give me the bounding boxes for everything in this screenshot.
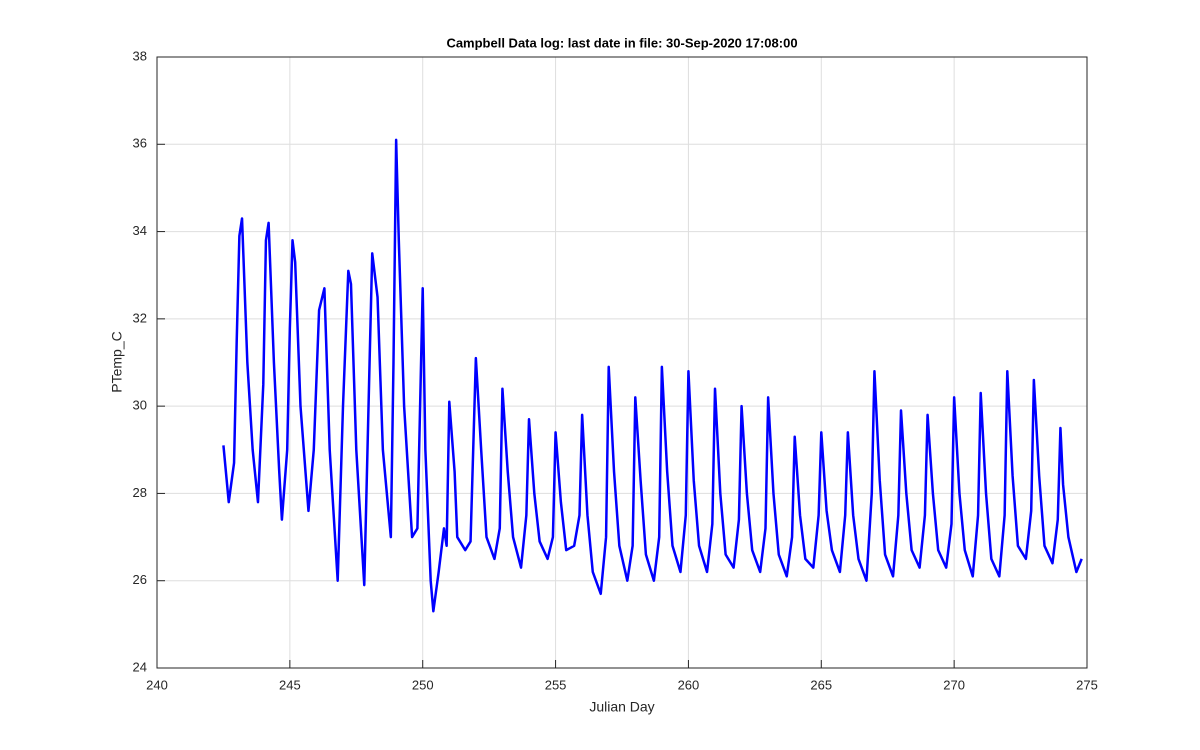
plot-frame xyxy=(156,56,1088,669)
y-tick-label: 26 xyxy=(133,572,147,587)
y-tick-label: 30 xyxy=(133,398,147,413)
y-tick-label: 36 xyxy=(133,136,147,151)
data-line xyxy=(222,138,1083,613)
x-tick-label: 270 xyxy=(943,677,965,692)
y-tick-label: 34 xyxy=(133,223,147,238)
y-tick-label: 38 xyxy=(133,48,147,63)
x-tick-label: 250 xyxy=(412,677,434,692)
x-axis-label: Julian Day xyxy=(589,699,654,715)
x-tick-label: 260 xyxy=(678,677,700,692)
y-tick-label: 24 xyxy=(133,659,147,674)
x-tick-label: 275 xyxy=(1076,677,1098,692)
y-tick-label: 28 xyxy=(133,485,147,500)
y-tick-label: 32 xyxy=(133,310,147,325)
y-axis-label: PTemp_C xyxy=(109,331,125,392)
chart-title: Campbell Data log: last date in file: 30… xyxy=(446,35,797,50)
x-tick-label: 255 xyxy=(545,677,567,692)
x-tick-label: 245 xyxy=(279,677,301,692)
x-tick-label: 240 xyxy=(146,677,168,692)
x-tick-label: 265 xyxy=(810,677,832,692)
